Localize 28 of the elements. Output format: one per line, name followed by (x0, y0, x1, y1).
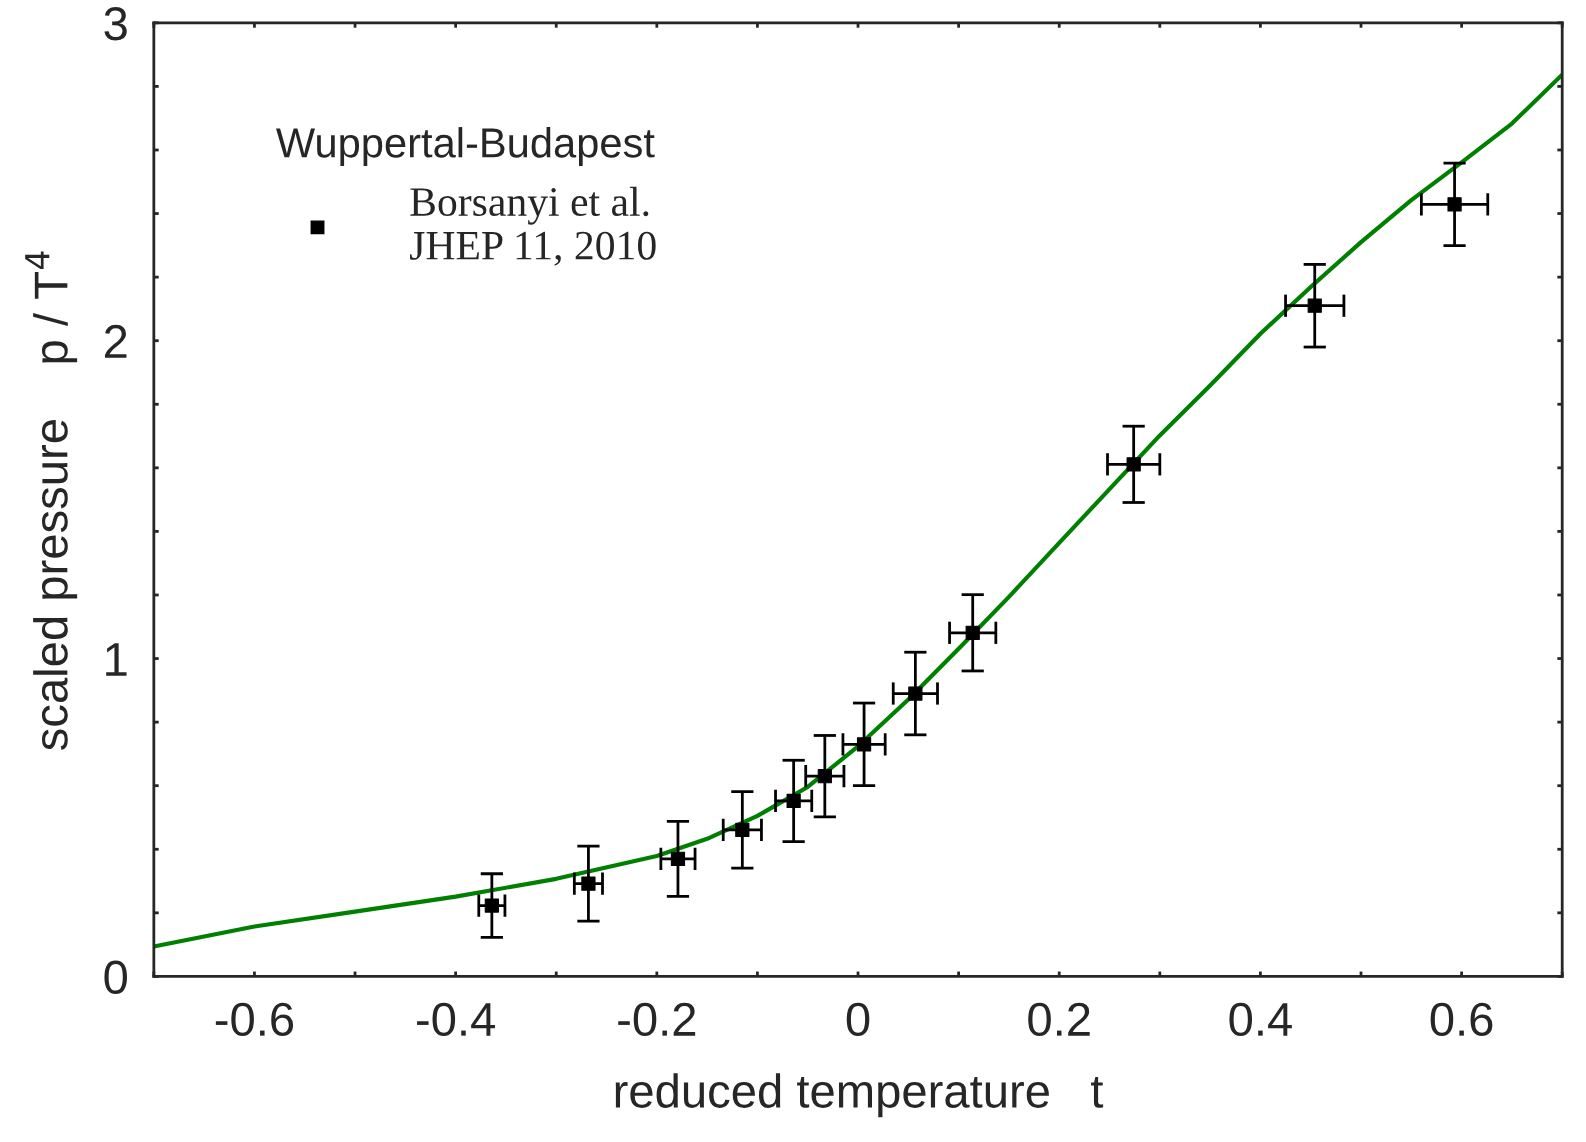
y-tick-label: 2 (104, 324, 127, 358)
point (735, 822, 750, 837)
x-tick-label: 0.4 (1229, 1002, 1292, 1037)
point (670, 851, 686, 866)
point (1447, 197, 1462, 212)
point (908, 686, 923, 701)
point (1307, 298, 1322, 313)
y-axis-title: scaled pressure p / T$^{4}$ (25, 251, 78, 751)
legend-label: Borsanyi et al. JHEP 11, 2010 (410, 186, 656, 266)
x-axis-title: reduced temperature t (615, 1073, 1104, 1118)
point (581, 876, 596, 891)
x-tick-label: -0.4 (417, 1002, 495, 1037)
y-tick-label: 1 (106, 643, 127, 676)
x-tick-label: -0.2 (618, 1002, 696, 1037)
line-series (153, 72, 1563, 949)
point (1126, 457, 1141, 472)
x-tick-label: 0.6 (1430, 1002, 1493, 1037)
point (484, 898, 499, 913)
point (817, 769, 832, 784)
point (786, 793, 801, 809)
y-tick-label: 0 (104, 960, 127, 994)
point (965, 625, 980, 640)
x-tick-label: 0 (846, 1002, 870, 1037)
x-tick-label: 0.2 (1028, 1002, 1090, 1037)
y-tick-label: 3 (104, 6, 127, 41)
point (856, 737, 872, 752)
legend-title: Wuppertal-Budapest (276, 127, 655, 166)
x-tick-label: -0.6 (215, 1002, 294, 1037)
